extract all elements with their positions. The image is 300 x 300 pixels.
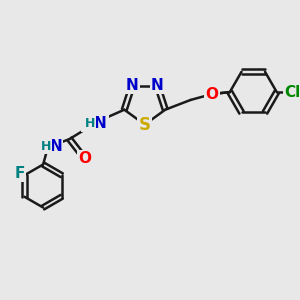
Text: O: O: [79, 151, 92, 166]
Text: F: F: [14, 166, 25, 181]
Text: H: H: [41, 140, 51, 153]
Text: H: H: [85, 117, 95, 130]
Text: N: N: [50, 140, 62, 154]
Text: N: N: [126, 78, 139, 93]
Text: NH: NH: [82, 116, 108, 131]
Text: Cl: Cl: [284, 85, 300, 100]
Text: O: O: [206, 86, 219, 101]
Text: N: N: [94, 116, 106, 131]
Text: N: N: [151, 78, 164, 93]
Text: S: S: [139, 116, 151, 134]
